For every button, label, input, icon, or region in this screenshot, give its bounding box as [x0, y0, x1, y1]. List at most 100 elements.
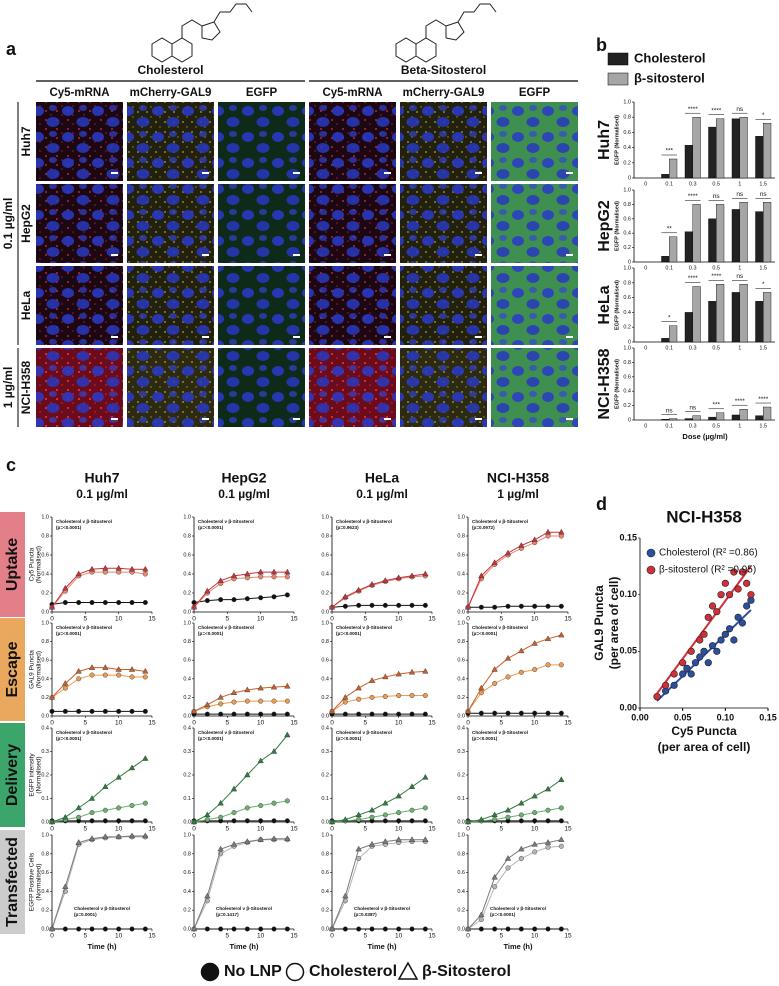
x-tick-label: 0.5	[712, 181, 720, 187]
y-tick-label: 0.6	[41, 552, 49, 558]
x-tick-label: 15	[428, 616, 436, 623]
point	[743, 579, 751, 587]
y-tick-label: 0.2	[457, 908, 465, 914]
marker	[115, 773, 122, 780]
point	[704, 659, 712, 667]
micrograph-nuclei	[218, 102, 305, 181]
p-value: (p=<0.0001)	[56, 631, 82, 636]
marker	[230, 572, 238, 579]
micrograph-nuclei	[218, 348, 305, 427]
y-tick-label: 0.1	[183, 796, 191, 802]
marker	[531, 536, 538, 542]
column-title: HeLa	[365, 470, 399, 486]
marker	[558, 805, 564, 811]
x-tick-label: 15	[290, 826, 298, 833]
annotation: Cholesterol v β-Sitosterol	[198, 730, 254, 735]
point	[725, 591, 734, 599]
x-tick-label: 5	[500, 616, 504, 623]
point	[670, 681, 678, 689]
series-line	[193, 734, 288, 823]
marker	[368, 840, 376, 847]
x-tick-label: 10	[531, 933, 539, 940]
significance: ns	[736, 273, 744, 280]
x-tick-label: 1.5	[759, 265, 767, 271]
bar	[755, 135, 764, 179]
marker	[128, 565, 136, 572]
y-tick-label: 0.1	[41, 796, 49, 802]
point	[687, 670, 695, 678]
bar	[716, 204, 725, 263]
legend-marker	[285, 962, 305, 982]
bar	[763, 292, 772, 343]
marker	[142, 818, 148, 824]
point	[721, 630, 729, 638]
marker	[409, 602, 415, 608]
marker	[102, 708, 108, 714]
marker	[518, 542, 525, 548]
y-tick-label: 0.8	[457, 533, 465, 539]
y-tick-label: 0.0	[183, 609, 191, 615]
point	[713, 608, 721, 616]
channel-label: mCherry-GAL9	[403, 87, 485, 99]
marker	[395, 836, 402, 842]
marker	[464, 925, 472, 932]
channel-label: EGFP	[519, 87, 551, 99]
marker	[518, 710, 524, 716]
marker	[504, 855, 512, 861]
bar	[661, 173, 670, 179]
significance: ns	[689, 404, 697, 411]
annotation: Cholesterol v β-Sitosterol	[56, 730, 112, 735]
marker	[217, 799, 224, 806]
x-tick-label: 0.1	[665, 423, 673, 429]
x-tick-label: 0.1	[665, 265, 673, 271]
marker	[382, 693, 388, 699]
point	[696, 636, 704, 644]
x-tick-label: 0.15	[759, 712, 777, 722]
x-tick-label: 15	[564, 933, 572, 940]
x-tick-label: 5	[84, 933, 88, 940]
marker	[492, 926, 498, 932]
marker	[531, 840, 538, 847]
x-tick-label: 1	[738, 345, 741, 351]
row-band	[0, 830, 25, 934]
series-line	[331, 839, 426, 930]
bar	[763, 406, 772, 421]
marker	[558, 843, 564, 849]
marker	[464, 603, 472, 610]
y-tick-label: 0.4	[321, 571, 329, 577]
x-tick-label: 0.5	[712, 345, 720, 351]
marker	[491, 811, 498, 818]
marker	[558, 528, 565, 535]
legend-label: No LNP	[224, 963, 282, 980]
marker	[505, 674, 511, 680]
bar	[731, 118, 740, 179]
x-tick-label: 1.5	[759, 181, 767, 187]
y-axis-label: (Normalised)	[36, 651, 43, 688]
significance: *	[762, 281, 765, 288]
x-tick-label: 5	[84, 720, 88, 727]
marker	[356, 926, 362, 932]
dose-label: 1 µg/ml	[1, 367, 15, 409]
micrograph-nuclei	[36, 102, 123, 181]
y-tick-label: 0.4	[623, 231, 631, 237]
marker	[545, 844, 551, 850]
marker	[62, 600, 68, 606]
marker	[505, 814, 511, 820]
marker	[115, 564, 122, 571]
marker	[231, 818, 237, 824]
x-axis-label: Cy5 Puncta	[671, 724, 737, 738]
y-tick-label: 0.8	[457, 639, 465, 645]
series-line	[193, 838, 288, 930]
x-tick-label: 5	[364, 826, 368, 833]
point	[713, 647, 721, 655]
marker	[244, 818, 250, 824]
marker	[244, 686, 251, 693]
x-tick-label: 5	[226, 933, 230, 940]
marker	[545, 710, 551, 716]
marker	[518, 856, 524, 862]
x-tick-label: 10	[257, 616, 265, 623]
marker	[204, 598, 210, 604]
marker	[244, 805, 250, 811]
y-tick-label: 0.8	[183, 851, 191, 857]
marker	[492, 884, 498, 890]
